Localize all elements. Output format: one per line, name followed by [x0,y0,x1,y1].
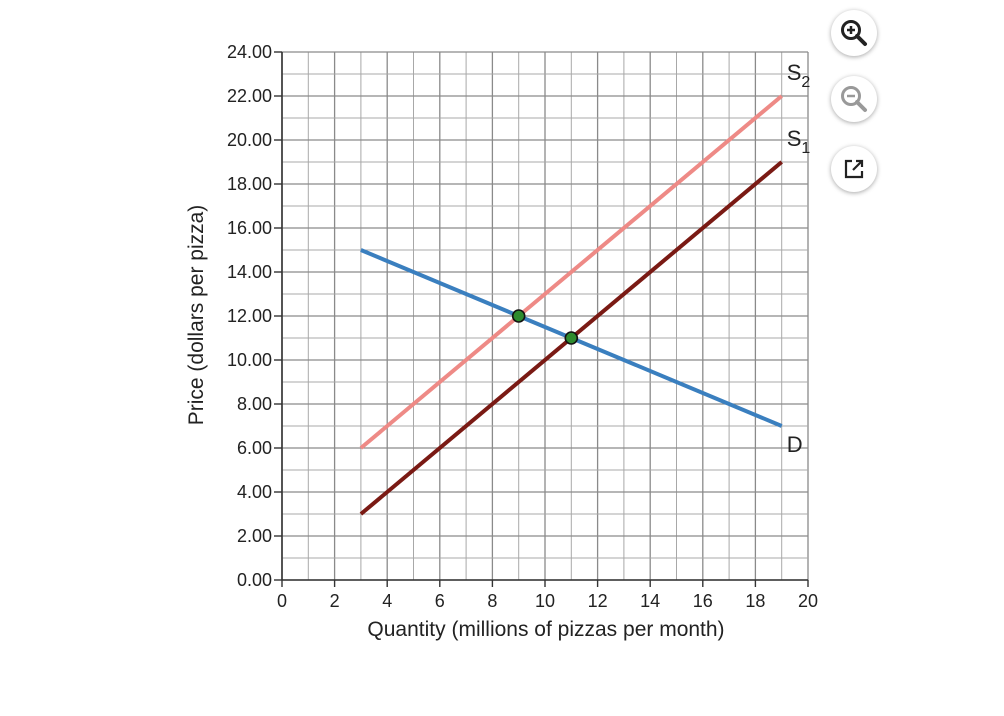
curve-label-s1: S1 [787,126,811,157]
zoom-in-icon [841,20,867,46]
zoom-out-button[interactable] [831,76,877,122]
curve-label-d: D [787,432,803,457]
x-tick-label: 10 [535,591,555,611]
x-tick-label: 18 [745,591,765,611]
x-tick-label: 16 [693,591,713,611]
y-tick-label: 18.00 [227,174,272,194]
curve-label-s2: S2 [787,60,811,91]
equilibrium-points [511,309,579,345]
zoom-out-icon [841,86,867,112]
y-tick-label: 12.00 [227,306,272,326]
x-tick-label: 12 [588,591,608,611]
x-tick-label: 14 [640,591,660,611]
zoom-in-button[interactable] [831,10,877,56]
equilibrium-point [511,309,526,323]
y-tick-label: 10.00 [227,350,272,370]
x-tick-label: 2 [330,591,340,611]
y-tick-label: 2.00 [237,526,272,546]
axes [274,51,809,587]
equilibrium-point [564,331,579,345]
popout-icon [844,159,864,179]
x-tick-label: 4 [382,591,392,611]
y-tick-label: 24.00 [227,42,272,62]
y-tick-labels: 0.00 2.00 4.00 6.00 8.00 10.00 12.00 14.00 16.00… [227,42,272,590]
x-tick-label: 6 [435,591,445,611]
x-tick-label: 8 [487,591,497,611]
curve-labels: D S2 S1 [787,60,811,457]
y-tick-label: 4.00 [237,482,272,502]
x-tick-label: 0 [277,591,287,611]
y-tick-label: 20.00 [227,130,272,150]
y-axis-title: Price (dollars per pizza) [185,205,208,426]
y-tick-label: 14.00 [227,262,272,282]
series-line-s2 [359,94,783,450]
x-tick-labels: 0 2 4 6 8 10 12 14 16 18 20 [277,591,818,611]
x-tick-label: 20 [798,591,818,611]
x-axis-title: Quantity (millions of pizzas per month) [367,618,724,641]
y-tick-label: 22.00 [227,86,272,106]
y-tick-label: 6.00 [237,438,272,458]
y-tick-label: 0.00 [237,570,272,590]
y-tick-label: 8.00 [237,394,272,414]
popout-button[interactable] [831,146,877,192]
grid [281,51,809,581]
y-tick-label: 16.00 [227,218,272,238]
